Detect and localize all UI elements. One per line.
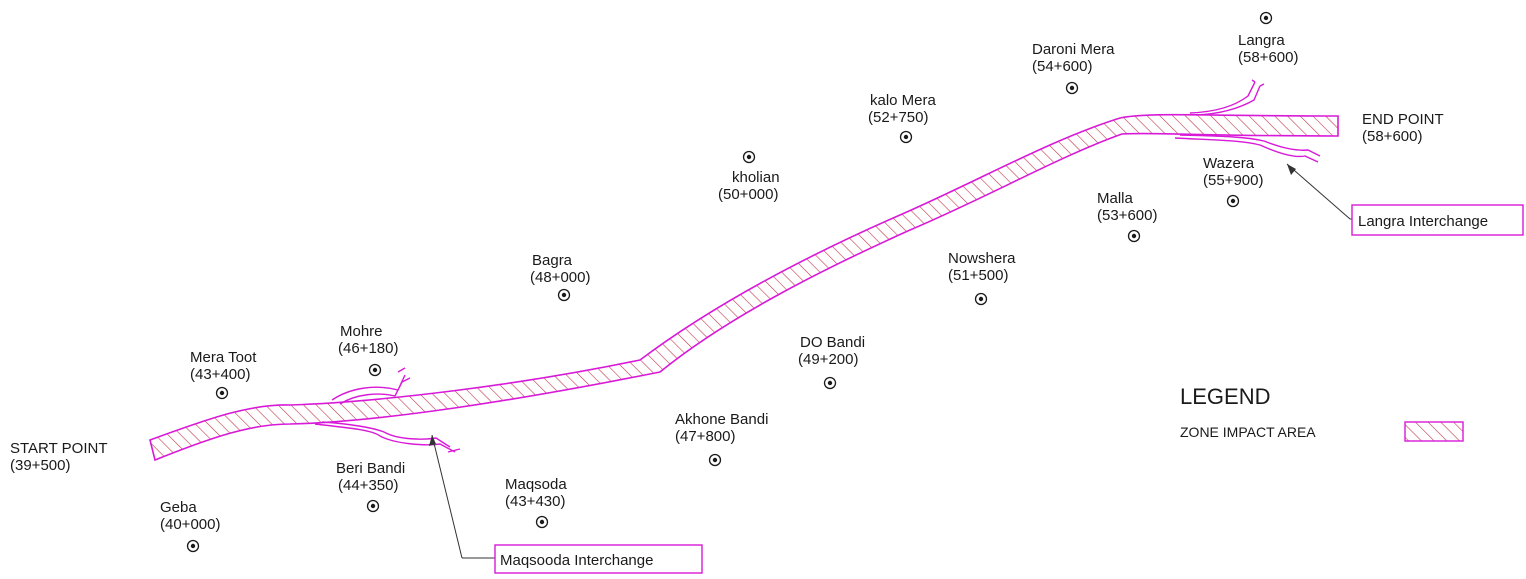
start-point-chainage: (39+500)	[10, 457, 70, 474]
village-chainage: (55+900)	[1203, 172, 1263, 189]
callout-box	[494, 544, 703, 574]
village-maqsoda: Maqsoda (43+430)	[505, 476, 567, 529]
village-chainage: (40+000)	[160, 516, 220, 533]
maqsooda-interchange-label: Maqsooda Interchange	[500, 552, 653, 569]
village-name: DO Bandi	[800, 334, 865, 351]
village-name: Langra	[1238, 32, 1285, 49]
legend: LEGEND ZONE IMPACT AREA	[1180, 384, 1464, 442]
village-marker-icon	[366, 499, 380, 513]
village-marker-icon	[823, 376, 837, 390]
village-chainage: (48+000)	[530, 269, 590, 286]
village-chainage: (43+430)	[505, 493, 565, 510]
langra-interchange-callout: Langra Interchange	[1286, 163, 1524, 236]
village-marker-icon	[215, 386, 229, 400]
village-chainage: (47+800)	[675, 428, 735, 445]
village-marker-icon	[1127, 229, 1141, 243]
village-marker-icon	[742, 150, 756, 164]
village-marker-icon	[535, 515, 549, 529]
village-marker-icon	[1226, 194, 1240, 208]
village-mohre: Mohre (46+180)	[338, 323, 398, 377]
village-do-bandi: DO Bandi (49+200)	[798, 334, 865, 390]
village-marker-icon	[1065, 81, 1079, 95]
langra-interchange-label: Langra Interchange	[1358, 213, 1488, 230]
arrowhead-icon	[1287, 164, 1296, 175]
village-malla: Malla (53+600)	[1097, 190, 1157, 243]
village-name: Daroni Mera	[1032, 41, 1115, 58]
legend-item-label: ZONE IMPACT AREA	[1180, 424, 1316, 440]
village-chainage: (50+000)	[718, 186, 778, 203]
legend-hatch-swatch	[1404, 421, 1464, 442]
village-name: Nowshera	[948, 250, 1016, 267]
village-chainage: (52+750)	[868, 109, 928, 126]
village-marker-icon	[368, 363, 382, 377]
village-chainage: (58+600)	[1238, 49, 1298, 66]
village-chainage: (51+500)	[948, 267, 1008, 284]
langra-interchange-ramps	[1174, 79, 1321, 163]
maqsooda-interchange-callout: Maqsooda Interchange	[429, 434, 703, 574]
legend-title: LEGEND	[1180, 384, 1270, 409]
village-chainage: (49+200)	[798, 351, 858, 368]
village-name: Mohre	[340, 323, 383, 340]
village-chainage: (44+350)	[338, 477, 398, 494]
village-daroni-mera: Daroni Mera (54+600)	[1032, 41, 1115, 95]
village-name: kholian	[732, 169, 780, 186]
village-nowshera: Nowshera (51+500)	[948, 250, 1016, 306]
village-chainage: (43+400)	[190, 366, 250, 383]
village-akhone-bandi: Akhone Bandi (47+800)	[675, 411, 768, 467]
village-chainage: (46+180)	[338, 340, 398, 357]
zone-impact-corridor	[149, 113, 1339, 462]
village-name: Wazera	[1203, 155, 1255, 172]
village-chainage: (54+600)	[1032, 58, 1092, 75]
village-wazera: Wazera (55+900)	[1203, 155, 1263, 208]
village-kalo-mera: kalo Mera (52+750)	[868, 92, 937, 144]
village-name: Bagra	[532, 252, 573, 269]
village-name: Malla	[1097, 190, 1134, 207]
village-marker-icon	[557, 288, 571, 302]
village-chainage: (53+600)	[1097, 207, 1157, 224]
village-name: Maqsoda	[505, 476, 567, 493]
village-geba: Geba (40+000)	[160, 499, 220, 553]
callout-box	[1351, 204, 1524, 236]
end-point-name: END POINT	[1362, 111, 1444, 128]
village-name: Akhone Bandi	[675, 411, 768, 428]
maqsooda-interchange-ramps	[314, 367, 461, 453]
village-name: kalo Mera	[870, 92, 937, 109]
end-point-chainage: (58+600)	[1362, 128, 1422, 145]
village-langra: Langra (58+600)	[1238, 11, 1298, 66]
village-mera-toot: Mera Toot (43+400)	[190, 349, 257, 400]
village-bagra: Bagra (48+000)	[530, 252, 590, 302]
village-beri-bandi: Beri Bandi (44+350)	[336, 460, 405, 513]
village-kholian: kholian (50+000)	[718, 150, 780, 203]
village-marker-icon	[974, 292, 988, 306]
arrowhead-icon	[429, 435, 436, 446]
village-name: Geba	[160, 499, 197, 516]
start-point-name: START POINT	[10, 440, 108, 457]
village-name: Mera Toot	[190, 349, 257, 366]
village-marker-icon	[899, 130, 913, 144]
village-marker-icon	[708, 453, 722, 467]
village-marker-icon	[186, 539, 200, 553]
village-marker-icon	[1259, 11, 1273, 25]
village-name: Beri Bandi	[336, 460, 405, 477]
